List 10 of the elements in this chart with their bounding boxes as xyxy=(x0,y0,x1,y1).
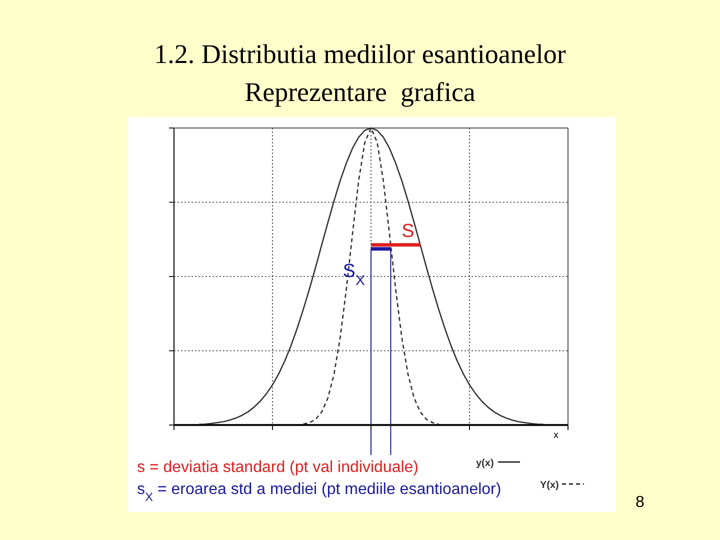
text: s = deviatia standard (pt val individuale) xyxy=(137,459,418,476)
chart-title: 1.2. Distributia mediilor esantioanelor xyxy=(154,39,566,69)
text: 8 xyxy=(636,494,645,511)
legend-label: Y(x) xyxy=(540,480,559,491)
chart-subtitle: Reprezentare grafica xyxy=(244,77,476,107)
x-axis-title: x xyxy=(554,430,558,441)
legend-label: y(x) xyxy=(476,458,494,469)
annotation: S xyxy=(402,220,414,242)
text: s$_{X}$ = eroarea std a mediei (pt mediile esantioanelor) xyxy=(137,481,502,504)
annotation: S$_{X}$ xyxy=(342,260,366,289)
